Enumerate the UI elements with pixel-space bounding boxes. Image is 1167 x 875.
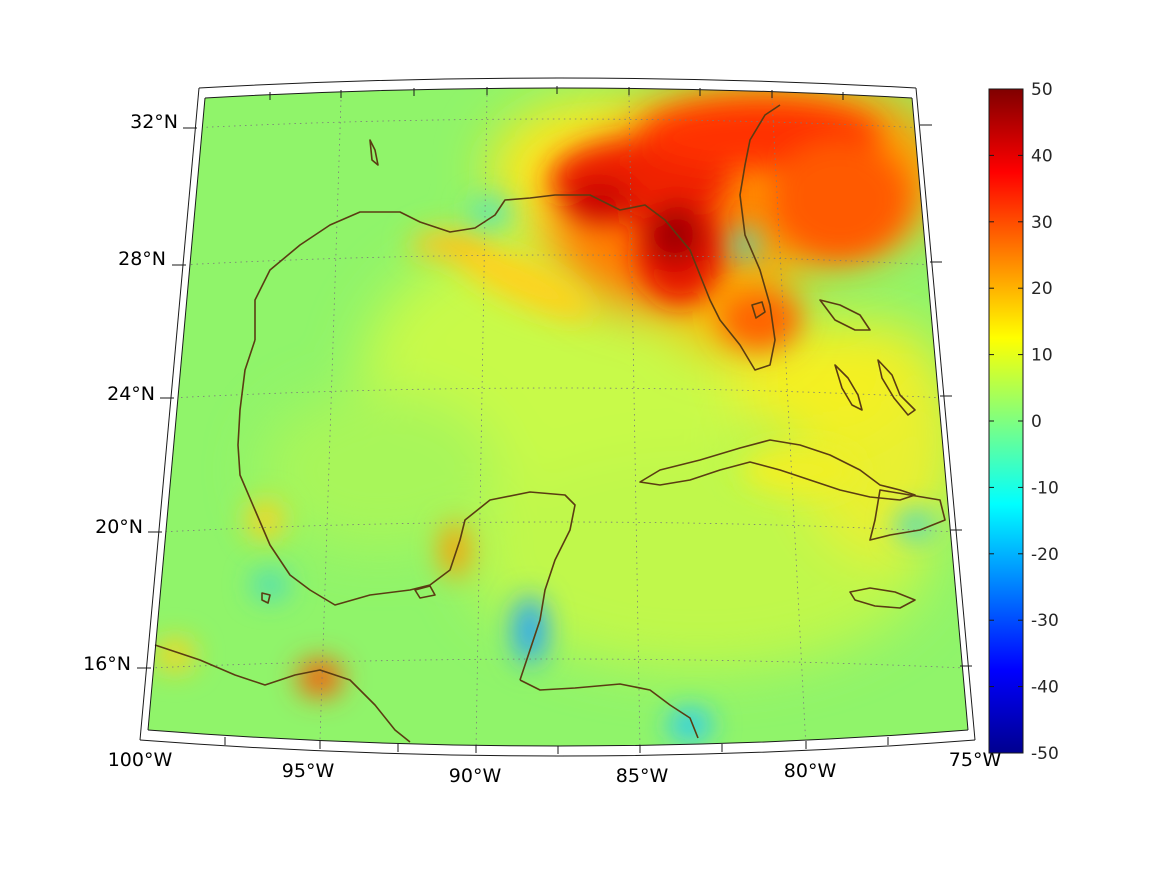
colorbar-tick-label: -30: [1031, 611, 1059, 631]
colorbar-tick-label: 0: [1031, 412, 1042, 432]
colorbar-tick-label: 20: [1031, 279, 1053, 299]
colorbar-tick-label: 10: [1031, 346, 1053, 366]
graticule: [149, 94, 966, 746]
lat-label: 32°N: [130, 111, 178, 133]
colorbar-tick-label: -50: [1031, 744, 1059, 764]
colorbar-tick-label: 30: [1031, 213, 1053, 233]
data-field: [148, 88, 968, 746]
latitude-labels: 32°N 28°N 24°N 20°N 16°N: [83, 111, 178, 675]
lon-label: 100°W: [108, 749, 173, 771]
lon-label: 75°W: [949, 749, 1002, 771]
lon-label: 90°W: [449, 765, 502, 787]
colorbar-tick-label: 50: [1031, 80, 1053, 100]
lat-label: 28°N: [118, 248, 166, 270]
colorbar-tick-label: -10: [1031, 478, 1059, 498]
colorbar-gradient: [988, 88, 1024, 754]
lon-label: 80°W: [784, 760, 837, 782]
colorbar: 50 40 30 20 10 0 -10 -20 -30 -40 -50: [988, 80, 1059, 764]
colorbar-tick-label: -40: [1031, 678, 1059, 698]
lat-label: 24°N: [107, 383, 155, 405]
colorbar-tick-label: -20: [1031, 545, 1059, 565]
colorbar-ticks: 50 40 30 20 10 0 -10 -20 -30 -40 -50: [989, 80, 1059, 764]
lon-label: 95°W: [282, 760, 335, 782]
colorbar-tick-label: 40: [1031, 146, 1053, 166]
lon-label: 85°W: [616, 765, 669, 787]
coastlines: [154, 104, 946, 743]
lat-label: 20°N: [95, 516, 143, 538]
map-frame: [137, 77, 976, 757]
lat-label: 16°N: [83, 653, 131, 675]
longitude-labels: 100°W 95°W 90°W 85°W 80°W 75°W: [108, 749, 1002, 787]
